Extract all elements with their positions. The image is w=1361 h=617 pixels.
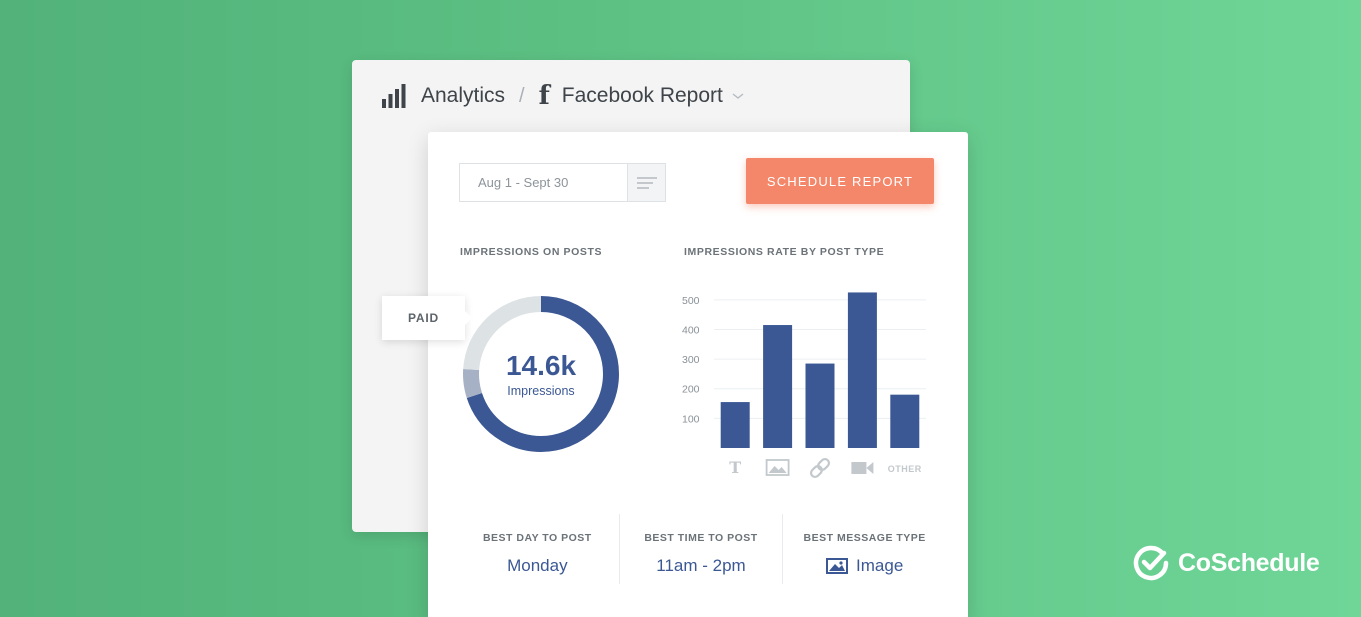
stat-label: BEST TIME TO POST xyxy=(644,532,758,544)
donut-chart xyxy=(463,296,619,452)
best-post-stats: BEST DAY TO POST Monday BEST TIME TO POS… xyxy=(456,514,946,584)
image-icon xyxy=(765,459,790,476)
chevron-down-icon[interactable] xyxy=(731,89,745,103)
breadcrumb: Analytics / f Facebook Report xyxy=(381,80,745,112)
stat-best-time: BEST TIME TO POST 11am - 2pm xyxy=(618,514,783,584)
donut-slice-1 xyxy=(463,296,619,452)
report-card: Aug 1 - Sept 30 SCHEDULE REPORT IMPRESSI… xyxy=(428,132,968,617)
stat-label: BEST MESSAGE TYPE xyxy=(803,532,926,544)
stat-best-day: BEST DAY TO POST Monday xyxy=(456,514,619,584)
check-badge-icon xyxy=(1133,545,1169,581)
breadcrumb-analytics[interactable]: Analytics xyxy=(421,84,506,107)
stat-best-type: BEST MESSAGE TYPE Image xyxy=(782,514,946,584)
impressions-value: 14.6k xyxy=(505,350,577,381)
post-type-chart-title: IMPRESSIONS RATE BY POST TYPE xyxy=(684,246,885,258)
y-tick-label: 200 xyxy=(682,384,700,396)
facebook-icon: f xyxy=(538,81,550,111)
brand-name: CoSchedule xyxy=(1178,548,1320,577)
date-range-picker[interactable]: Aug 1 - Sept 30 xyxy=(459,163,666,202)
stat-label: BEST DAY TO POST xyxy=(482,532,592,544)
date-range-value[interactable]: Aug 1 - Sept 30 xyxy=(478,175,569,190)
stat-value: Monday xyxy=(507,556,568,575)
y-tick-label: 400 xyxy=(682,324,700,336)
paid-tooltip: PAID xyxy=(382,296,472,340)
impressions-donut: 14.6k Impressions xyxy=(461,294,621,454)
donut-center: 14.6k Impressions xyxy=(461,294,621,454)
donut-slice-2 xyxy=(463,296,619,452)
video-icon xyxy=(851,462,874,474)
bar-2 xyxy=(805,363,835,448)
schedule-report-button[interactable]: SCHEDULE REPORT xyxy=(746,158,934,204)
bar-1 xyxy=(763,325,793,448)
impressions-title: IMPRESSIONS ON POSTS xyxy=(460,246,603,258)
filter-button[interactable] xyxy=(627,164,665,201)
coschedule-logo: CoSchedule xyxy=(1133,545,1320,581)
breadcrumb-separator: / xyxy=(519,84,525,107)
x-tick-label: OTHER xyxy=(888,464,922,474)
filter-lines-icon xyxy=(636,176,657,189)
bar-4 xyxy=(890,394,920,448)
y-tick-label: 500 xyxy=(682,295,700,307)
breadcrumb-report[interactable]: Facebook Report xyxy=(561,84,723,107)
text-icon: T xyxy=(729,458,741,477)
stat-value: Image xyxy=(856,556,904,575)
analytics-bars-icon xyxy=(382,84,406,108)
y-tick-label: 300 xyxy=(682,354,700,366)
bar-3 xyxy=(847,292,877,448)
image-icon xyxy=(826,558,849,574)
link-icon xyxy=(809,457,831,479)
post-type-bar-chart: 100 200 300 400 500 T OTHER xyxy=(682,292,926,479)
stat-value: 11am - 2pm xyxy=(656,556,746,575)
impressions-label: Impressions xyxy=(507,384,575,398)
bar-0 xyxy=(720,402,750,448)
y-tick-label: 100 xyxy=(682,413,700,425)
